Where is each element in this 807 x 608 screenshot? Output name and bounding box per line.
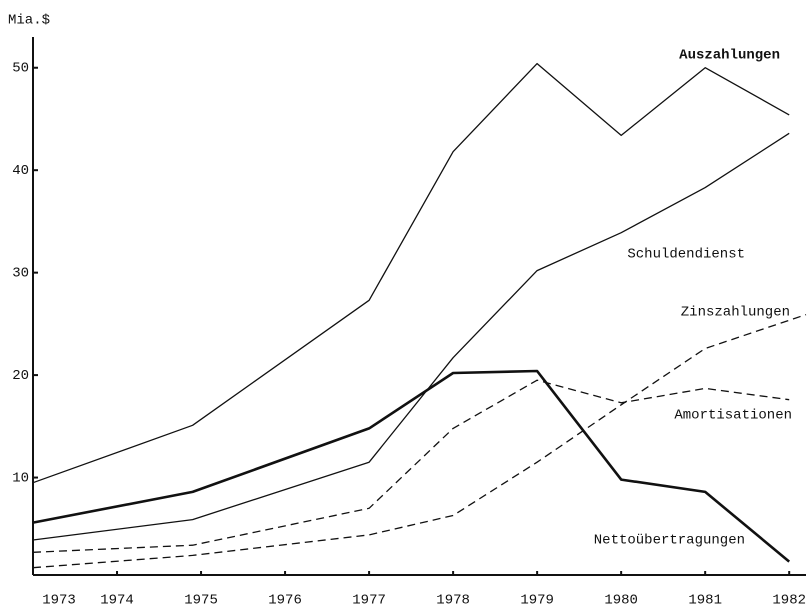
- y-tick-label: 40: [12, 163, 29, 179]
- y-tick-label: 50: [12, 60, 29, 76]
- series-line: [32, 132, 790, 541]
- series-line: [32, 379, 790, 553]
- series-label: Schuldendienst: [627, 247, 745, 263]
- y-tick-label: 30: [12, 265, 29, 281]
- series-label: Amortisationen: [674, 408, 792, 424]
- x-tick-label: 1979: [520, 593, 554, 608]
- y-axis-label: Mia.$: [8, 13, 50, 29]
- x-tick-label: 1982: [772, 593, 806, 608]
- series-line: [32, 313, 807, 569]
- x-tick-label: 1977: [352, 593, 386, 608]
- x-tick-label: 1978: [436, 593, 470, 608]
- series-label: Zinszahlungen: [681, 305, 790, 321]
- x-tick-label: 1973: [42, 593, 76, 608]
- series-line: [32, 62, 790, 484]
- x-tick-label: 1980: [604, 593, 638, 608]
- y-tick-label: 20: [12, 368, 29, 384]
- series-label: Auszahlungen: [679, 48, 780, 64]
- x-tick-label: 1981: [688, 593, 722, 608]
- y-tick-label: 10: [12, 470, 29, 486]
- x-tick-label: 1976: [268, 593, 302, 608]
- x-tick-label: 1975: [184, 593, 218, 608]
- series-label: Nettoübertragungen: [594, 533, 745, 549]
- series-line: [32, 369, 791, 563]
- x-tick-label: 1974: [100, 593, 134, 608]
